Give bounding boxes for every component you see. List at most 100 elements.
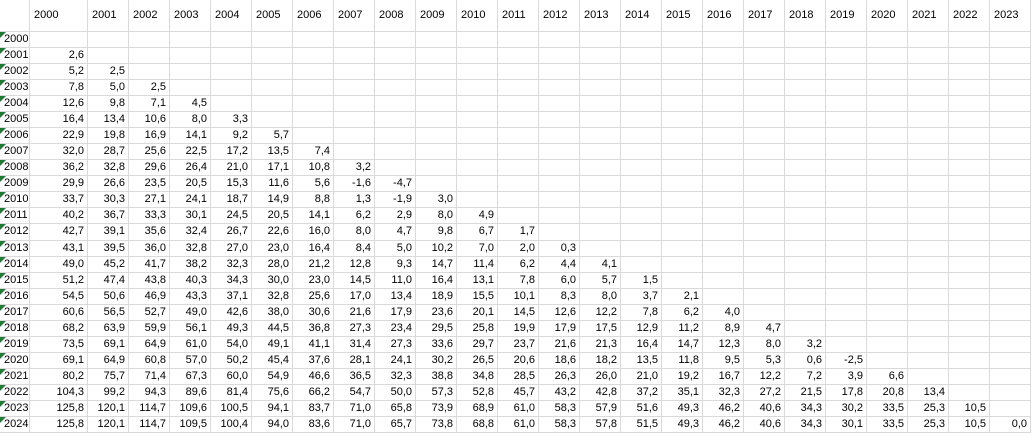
value-cell: 13,4: [375, 288, 416, 305]
value-cell: 11,0: [375, 272, 416, 289]
empty-cell: [826, 128, 867, 145]
value-cell: 4,4: [539, 256, 580, 273]
empty-cell: [703, 48, 744, 65]
value-cell: 49,0: [30, 256, 88, 273]
empty-cell: [498, 96, 539, 113]
value-cell: 39,1: [88, 224, 129, 241]
empty-cell: [170, 80, 211, 97]
empty-cell: [580, 160, 621, 177]
empty-cell: [457, 192, 498, 209]
value-cell: 16,4: [30, 112, 88, 129]
value-cell: 34,8: [457, 368, 498, 385]
value-cell: 26,6: [88, 176, 129, 193]
value-cell: 33,5: [867, 400, 908, 417]
empty-cell: [703, 64, 744, 81]
value-cell: 18,2: [580, 352, 621, 369]
empty-cell: [539, 80, 580, 97]
empty-cell: [744, 208, 785, 225]
value-cell: 114,7: [129, 416, 170, 433]
row-label: 2023: [0, 400, 30, 417]
value-cell: 21,0: [211, 160, 252, 177]
empty-cell: [539, 144, 580, 161]
empty-cell: [867, 304, 908, 321]
value-cell: 17,1: [252, 160, 293, 177]
value-cell: 28,7: [88, 144, 129, 161]
value-cell: 71,4: [129, 368, 170, 385]
value-cell: 37,2: [621, 384, 662, 401]
empty-cell: [662, 160, 703, 177]
empty-cell: [334, 64, 375, 81]
value-cell: 63,9: [88, 320, 129, 337]
column-header: 2004: [211, 0, 252, 32]
empty-cell: [949, 112, 990, 129]
value-cell: 27,3: [334, 320, 375, 337]
value-cell: 42,6: [211, 304, 252, 321]
value-cell: 54,7: [334, 384, 375, 401]
column-header: 2005: [252, 0, 293, 32]
value-cell: 17,5: [580, 320, 621, 337]
empty-cell: [580, 128, 621, 145]
value-cell: 30,6: [293, 304, 334, 321]
value-cell: 60,8: [129, 352, 170, 369]
column-header: 2001: [88, 0, 129, 32]
empty-cell: [744, 32, 785, 49]
value-cell: 125,8: [30, 416, 88, 433]
empty-cell: [580, 80, 621, 97]
value-cell: 45,4: [252, 352, 293, 369]
value-cell: 9,8: [88, 96, 129, 113]
value-cell: 43,2: [539, 384, 580, 401]
value-cell: 18,6: [539, 352, 580, 369]
value-cell: 16,9: [129, 128, 170, 145]
value-cell: 57,3: [416, 384, 457, 401]
empty-cell: [416, 144, 457, 161]
value-cell: 24,1: [170, 192, 211, 209]
empty-cell: [949, 368, 990, 385]
empty-cell: [785, 96, 826, 113]
row-label: 2004: [0, 96, 30, 113]
value-cell: 54,9: [252, 368, 293, 385]
empty-cell: [703, 176, 744, 193]
value-cell: 8,8: [293, 192, 334, 209]
value-cell: 20,5: [170, 176, 211, 193]
empty-cell: [826, 208, 867, 225]
value-cell: 7,2: [785, 368, 826, 385]
value-cell: 7,8: [498, 272, 539, 289]
column-header: 2012: [539, 0, 580, 32]
empty-cell: [621, 80, 662, 97]
empty-cell: [744, 224, 785, 241]
value-cell: 4,7: [744, 320, 785, 337]
value-cell: -1,6: [334, 176, 375, 193]
empty-cell: [826, 32, 867, 49]
empty-cell: [826, 224, 867, 241]
empty-cell: [908, 336, 949, 353]
empty-cell: [949, 384, 990, 401]
value-cell: 60,0: [211, 368, 252, 385]
row-label: 2001: [0, 48, 30, 65]
value-cell: 23,0: [252, 240, 293, 257]
value-cell: 7,0: [457, 240, 498, 257]
value-cell: 8,9: [703, 320, 744, 337]
empty-cell: [826, 240, 867, 257]
value-cell: 14,7: [662, 336, 703, 353]
value-cell: 38,0: [252, 304, 293, 321]
value-cell: 34,3: [211, 272, 252, 289]
empty-cell: [826, 144, 867, 161]
value-cell: 16,0: [293, 224, 334, 241]
value-cell: 46,6: [293, 368, 334, 385]
column-header: 2022: [949, 0, 990, 32]
value-cell: 41,7: [129, 256, 170, 273]
empty-cell: [580, 96, 621, 113]
empty-cell: [416, 64, 457, 81]
value-cell: 68,8: [457, 416, 498, 433]
value-cell: 64,9: [129, 336, 170, 353]
empty-cell: [457, 80, 498, 97]
value-cell: 3,2: [785, 336, 826, 353]
empty-cell: [826, 272, 867, 289]
empty-cell: [170, 64, 211, 81]
value-cell: 100,5: [211, 400, 252, 417]
empty-cell: [867, 336, 908, 353]
value-cell: 27,0: [211, 240, 252, 257]
empty-cell: [826, 256, 867, 273]
value-cell: 15,3: [211, 176, 252, 193]
empty-cell: [416, 176, 457, 193]
